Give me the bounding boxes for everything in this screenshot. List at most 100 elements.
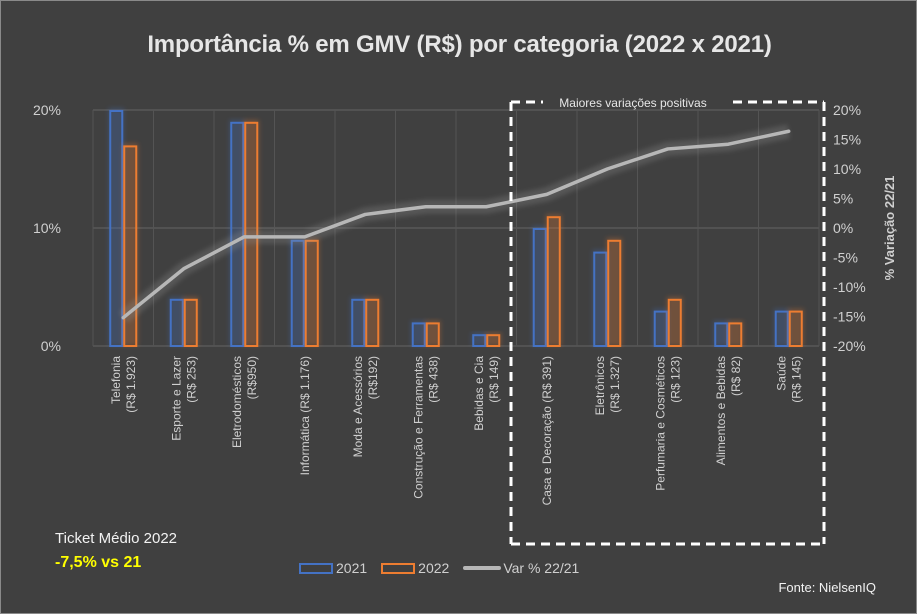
category-label-line: (R$ 1.923) — [124, 356, 138, 413]
category-label-line: Eletrodomésticos — [230, 356, 244, 448]
bar-glow — [666, 296, 683, 346]
legend-item-2021: 2021 — [299, 560, 367, 576]
legend-label-var: Var % 22/21 — [503, 560, 580, 576]
category-label-10: Alimentos e Bebidas (R$ 82) — [714, 356, 743, 465]
chart-title: Importância % em GMV (R$) por categoria … — [147, 31, 772, 58]
left-axis-tick: 0% — [41, 338, 61, 354]
variation-line-path — [121, 129, 791, 320]
category-label-2: Eletrodomésticos (R$950) — [230, 356, 259, 448]
highlight-box-label: Maiores variações positivas — [559, 96, 706, 110]
bar-glow — [364, 296, 381, 346]
right-axis-tick: -20% — [833, 338, 866, 354]
legend-swatch-2021 — [299, 562, 333, 574]
left-axis-tick: 10% — [33, 220, 61, 236]
axis-ticks: 0% 10% 20% 20% 15% 10% 5% 0% -5% -10% -15% -20% — [33, 102, 866, 354]
bar-glow — [773, 308, 790, 346]
category-label-line: Casa e Decoração (R$ 391) — [540, 356, 554, 505]
category-label-line: (R$ 253) — [184, 356, 198, 403]
category-label-line: (R$950) — [245, 356, 259, 399]
category-label-1: Esporte e Lazer (R$ 253) — [169, 356, 198, 441]
category-label-line: (R$ 149) — [487, 356, 501, 403]
category-label-line: Saúde — [774, 356, 788, 391]
bar-glow — [424, 320, 441, 346]
bar-2022-4 — [365, 298, 380, 347]
bar-glow — [350, 296, 367, 346]
category-label-3: Informática (R$ 1.176) — [298, 356, 312, 475]
bar-glow — [787, 308, 804, 346]
gridlines — [92, 109, 820, 347]
right-axis-tick: 10% — [833, 161, 861, 177]
category-label-6: Bebidas e Cia (R$ 149) — [472, 356, 501, 431]
bar-2022-11 — [788, 310, 803, 348]
variation-line — [118, 124, 791, 324]
category-label-line: (R$192) — [366, 356, 380, 399]
bar-glow — [545, 214, 562, 346]
bar-glow — [652, 308, 669, 346]
right-axis-title: % Variação 22/21 — [882, 176, 897, 281]
bar-2022-1 — [183, 298, 198, 347]
category-label-line: Bebidas e Cia — [472, 356, 486, 431]
category-label-11: Saúde (R$ 145) — [774, 356, 803, 403]
bar-glow — [592, 249, 609, 346]
legend-item-var: Var % 22/21 — [463, 560, 579, 576]
category-label-line: Alimentos e Bebidas — [714, 356, 728, 465]
bar-glow — [303, 237, 320, 346]
category-label-line: (R$ 438) — [426, 356, 440, 403]
right-axis-tick: -15% — [833, 309, 866, 325]
legend-label-2021: 2021 — [336, 560, 368, 576]
bar-glow — [168, 296, 185, 346]
category-label-line: (R$ 145) — [789, 356, 803, 403]
legend-swatch-2022 — [381, 562, 416, 574]
bar-2022-10 — [728, 322, 743, 347]
category-label-line: Moda e Acessórios — [351, 356, 365, 457]
bar-glow — [727, 320, 744, 346]
bar-glow — [606, 237, 623, 346]
category-label-line: Construção e Ferramentas — [411, 356, 425, 499]
right-axis-tick: -5% — [833, 250, 858, 266]
bar-2022-8 — [607, 239, 622, 347]
right-axis-tick: -10% — [833, 279, 866, 295]
source-note: Fonte: NielsenIQ — [778, 580, 876, 595]
bars — [108, 108, 804, 348]
right-axis-tick: 0% — [833, 220, 853, 236]
right-axis-tick: 5% — [833, 191, 853, 207]
bar-glow — [410, 320, 427, 346]
bar-glow — [289, 237, 306, 346]
category-label-line: (R$ 1.327) — [608, 356, 622, 413]
category-label-line: Esporte e Lazer — [169, 356, 183, 441]
category-labels: Telefonia (R$ 1.923) Esporte e Lazer (R$ 25… — [109, 356, 804, 506]
ticket-medio-value: -7,5% vs 21 — [55, 554, 142, 571]
category-label-0: Telefonia (R$ 1.923) — [109, 356, 138, 413]
right-axis-tick: 15% — [833, 132, 861, 148]
category-label-line: Perfumaria e Cosméticos — [653, 356, 667, 491]
bar-glow — [182, 296, 199, 346]
bar-glow — [531, 226, 548, 346]
bar-2022-7 — [546, 216, 561, 347]
legend-label-2022: 2022 — [418, 560, 450, 576]
legend: 2021 2022 Var % 22/21 — [299, 560, 593, 576]
category-label-line: Informática (R$ 1.176) — [298, 356, 312, 475]
category-label-7: Casa e Decoração (R$ 391) — [540, 356, 554, 505]
category-label-line: (R$ 123) — [668, 356, 682, 403]
category-label-9: Perfumaria e Cosméticos (R$ 123) — [653, 356, 682, 491]
category-label-5: Construção e Ferramentas (R$ 438) — [411, 356, 440, 499]
category-label-line: Eletrônicos — [593, 356, 607, 415]
bar-glow — [713, 320, 730, 346]
ticket-medio-label: Ticket Médio 2022 — [55, 530, 178, 547]
bar-glow — [122, 143, 139, 346]
bar-2022-0 — [123, 145, 138, 347]
legend-item-2022: 2022 — [381, 560, 449, 576]
bar-2022-5 — [425, 322, 440, 347]
legend-swatch-var — [463, 566, 502, 570]
category-label-line: (R$ 82) — [729, 356, 743, 396]
category-label-8: Eletrônicos (R$ 1.327) — [593, 356, 622, 415]
right-axis-tick: 20% — [833, 102, 861, 118]
bar-2022-9 — [667, 298, 682, 347]
bar-2022-6 — [486, 334, 501, 348]
category-label-line: Telefonia — [109, 356, 123, 404]
highlight-box: Maiores variações positivas — [509, 96, 826, 546]
bar-glow — [108, 108, 125, 346]
category-label-4: Moda e Acessórios (R$192) — [351, 356, 380, 457]
